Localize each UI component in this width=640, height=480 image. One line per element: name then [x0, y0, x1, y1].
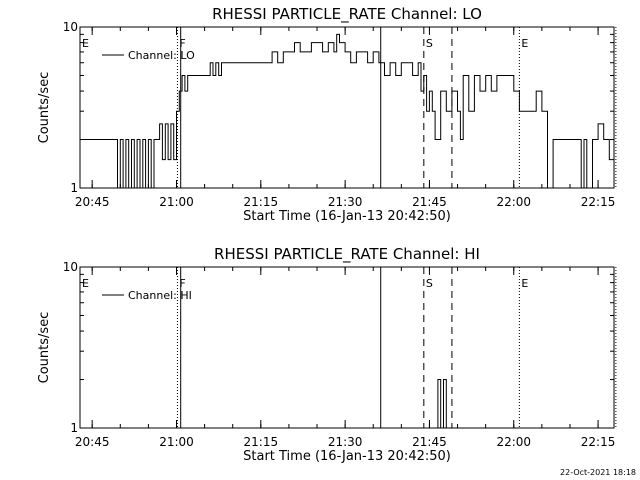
legend-entry: Channel: HI	[128, 289, 192, 302]
chart-title: RHESSI PARTICLE_RATE Channel: HI	[214, 245, 480, 264]
event-marker-label: S	[426, 277, 433, 290]
x-tick-label: 22:15	[581, 435, 616, 449]
x-tick-label: 21:30	[328, 195, 363, 209]
event-marker-label: E	[521, 37, 528, 50]
x-tick-label: 21:45	[412, 435, 447, 449]
event-marker-label: F	[179, 37, 185, 50]
chart-panel-0: RHESSI PARTICLE_RATE Channel: LO Counts/s…	[37, 5, 617, 224]
x-tick-label: 21:00	[159, 195, 194, 209]
y-tick-label: 10	[63, 20, 78, 34]
event-marker-label: E	[82, 37, 89, 50]
event-marker-label: E	[521, 277, 528, 290]
event-marker-label: F	[179, 277, 185, 290]
x-tick-label: 22:15	[581, 195, 616, 209]
x-tick-label: 21:45	[412, 195, 447, 209]
generation-timestamp: 22-Oct-2021 18:18	[560, 468, 636, 477]
series-line-0	[80, 33, 614, 188]
event-marker-label: S	[426, 37, 433, 50]
x-tick-label: 21:15	[244, 435, 279, 449]
y-tick-label: 10	[63, 260, 78, 274]
x-tick-label: 21:00	[159, 435, 194, 449]
y-tick-label: 1	[70, 181, 78, 195]
x-tick-label: 21:30	[328, 435, 363, 449]
y-axis-label: Counts/sec	[37, 312, 52, 384]
chart-title: RHESSI PARTICLE_RATE Channel: LO	[212, 5, 482, 24]
x-tick-label: 22:00	[496, 195, 531, 209]
y-tick-label: 1	[70, 421, 78, 435]
event-marker-label: E	[82, 277, 89, 290]
x-tick-label: 21:15	[244, 195, 279, 209]
plot-frame	[79, 26, 615, 189]
x-tick-label: 22:00	[496, 435, 531, 449]
legend-entry: Channel: LO	[128, 49, 195, 62]
x-axis-label: Start Time (16-Jan-13 20:42:50)	[243, 449, 451, 464]
x-tick-label: 20:45	[75, 195, 110, 209]
x-tick-label: 20:45	[75, 435, 110, 449]
chart-panel-1: RHESSI PARTICLE_RATE Channel: HI Counts/s…	[37, 245, 617, 464]
x-axis-label: Start Time (16-Jan-13 20:42:50)	[243, 209, 451, 224]
y-axis-label: Counts/sec	[37, 72, 52, 144]
series-line-0	[80, 379, 614, 428]
